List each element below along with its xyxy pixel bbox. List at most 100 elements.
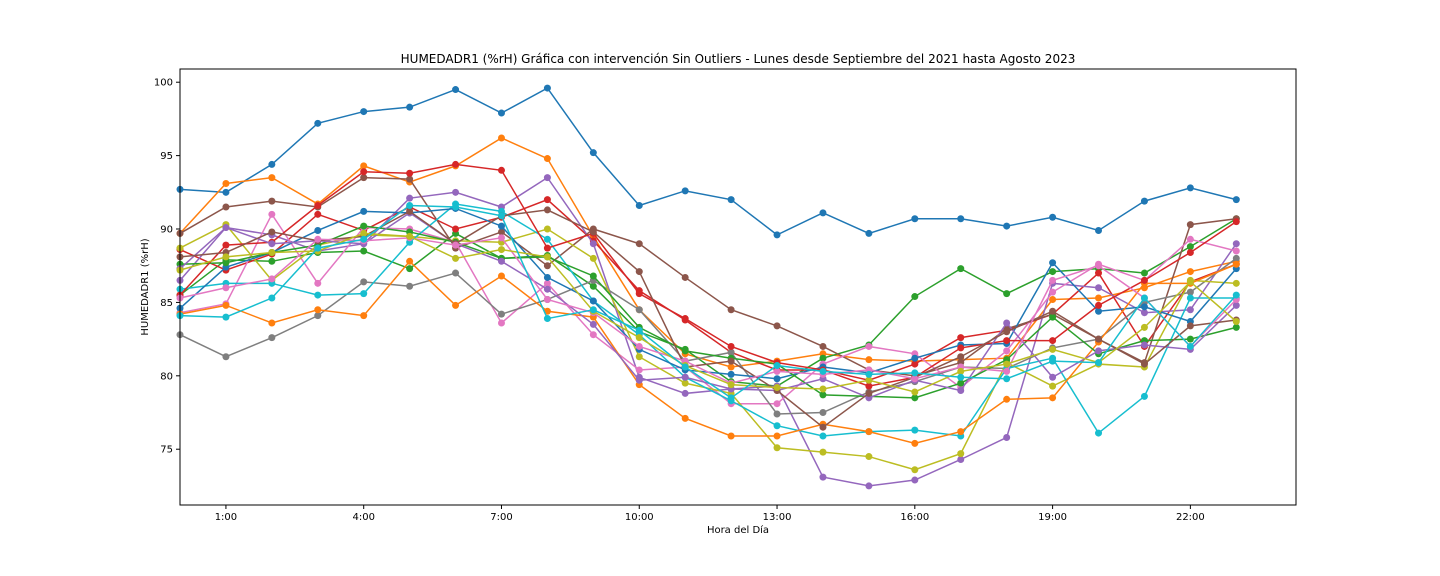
data-point (819, 391, 827, 399)
data-point (314, 279, 322, 287)
data-point (543, 244, 551, 252)
data-point (911, 360, 919, 368)
chart-title: HUMEDADR1 (%rH) Gráfica con intervención… (401, 52, 1076, 66)
data-point (360, 174, 368, 182)
data-point (681, 373, 689, 381)
data-point (406, 265, 414, 273)
data-point (589, 282, 597, 290)
data-point (222, 353, 230, 361)
data-point (865, 382, 873, 390)
y-tick-label: 75 (160, 445, 173, 456)
data-point (314, 312, 322, 320)
data-point (222, 224, 230, 232)
data-point (1140, 197, 1148, 205)
data-point (452, 254, 460, 262)
data-point (543, 253, 551, 261)
data-point (1232, 196, 1240, 204)
data-point (1095, 347, 1103, 355)
data-point (1232, 247, 1240, 255)
data-point (543, 206, 551, 214)
data-point (1232, 218, 1240, 226)
y-tick-label: 95 (160, 151, 173, 162)
data-point (773, 384, 781, 392)
data-point (911, 439, 919, 447)
data-point (314, 210, 322, 218)
series-6 (176, 174, 1240, 380)
data-point (406, 257, 414, 265)
data-point (268, 160, 276, 168)
data-point (1232, 301, 1240, 309)
data-point (406, 207, 414, 215)
data-point (1186, 288, 1194, 296)
data-point (1186, 268, 1194, 276)
data-point (911, 466, 919, 474)
data-point (360, 108, 368, 116)
data-point (222, 253, 230, 261)
data-point (452, 160, 460, 168)
data-point (589, 331, 597, 339)
data-point (543, 315, 551, 323)
data-point (360, 290, 368, 298)
data-point (360, 235, 368, 243)
data-point (589, 272, 597, 280)
data-point (727, 342, 735, 350)
data-point (268, 275, 276, 283)
data-point (911, 476, 919, 484)
data-point (222, 203, 230, 211)
data-point (911, 369, 919, 377)
data-point (727, 357, 735, 365)
data-point (681, 315, 689, 323)
data-point (727, 196, 735, 204)
data-point (222, 180, 230, 188)
data-point (360, 222, 368, 230)
data-point (452, 241, 460, 249)
series-14 (176, 160, 1240, 390)
data-point (1049, 259, 1057, 267)
series-line (179, 225, 1237, 399)
data-point (819, 423, 827, 431)
data-point (865, 453, 873, 461)
data-point (268, 257, 276, 265)
data-point (911, 426, 919, 434)
series-line (179, 163, 1237, 387)
data-point (543, 84, 551, 92)
data-point (1049, 268, 1057, 276)
data-point (1186, 322, 1194, 330)
data-point (727, 381, 735, 389)
series-line (179, 260, 1237, 445)
data-point (773, 422, 781, 430)
data-point (268, 319, 276, 327)
data-point (1186, 294, 1194, 302)
data-point (314, 235, 322, 243)
data-point (773, 400, 781, 408)
data-point (727, 370, 735, 378)
data-point (635, 376, 643, 384)
data-point (452, 301, 460, 309)
data-point (773, 410, 781, 418)
series-1 (176, 84, 1240, 239)
data-point (497, 109, 505, 117)
data-point (589, 320, 597, 328)
x-tick-label: 16:00 (900, 512, 929, 523)
data-point (681, 379, 689, 387)
data-point (819, 473, 827, 481)
data-point (1049, 337, 1057, 345)
series-4 (176, 196, 1240, 384)
data-point (1140, 309, 1148, 317)
data-point (819, 385, 827, 393)
data-point (773, 444, 781, 452)
data-point (1003, 375, 1011, 383)
data-point (957, 344, 965, 352)
data-point (635, 353, 643, 361)
x-axis: 1:00 4:00 7:00 10:00 13:00 16:00 19:00 22:00 (215, 505, 1205, 523)
data-point (1232, 240, 1240, 248)
y-axis-label: HUMEDADR1 (%rH) (140, 238, 151, 335)
data-point (452, 269, 460, 277)
data-point (773, 231, 781, 239)
data-point (543, 273, 551, 281)
data-point (957, 455, 965, 463)
data-point (268, 240, 276, 248)
x-tick-label: 22:00 (1176, 512, 1205, 523)
data-point (635, 240, 643, 248)
y-tick-label: 80 (160, 371, 173, 382)
